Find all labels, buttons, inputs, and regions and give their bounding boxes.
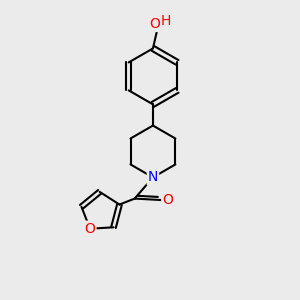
Text: H: H [160,14,171,28]
Text: N: N [148,170,158,184]
Text: O: O [150,17,160,31]
Text: O: O [85,222,95,236]
Text: O: O [162,193,173,207]
